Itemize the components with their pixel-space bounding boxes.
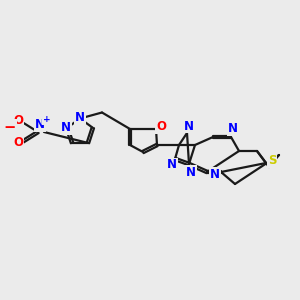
Text: N: N xyxy=(186,166,196,178)
Text: N: N xyxy=(184,119,194,133)
Text: N: N xyxy=(167,158,177,172)
Text: S: S xyxy=(268,154,276,167)
Text: N: N xyxy=(61,121,71,134)
Text: O: O xyxy=(156,121,166,134)
Text: N: N xyxy=(35,118,45,131)
Text: −: − xyxy=(4,121,16,136)
Text: N: N xyxy=(228,122,238,136)
Text: N: N xyxy=(75,111,85,124)
Text: +: + xyxy=(43,116,51,124)
Text: N: N xyxy=(210,167,220,181)
Text: O: O xyxy=(13,115,23,128)
Text: O: O xyxy=(13,136,23,149)
